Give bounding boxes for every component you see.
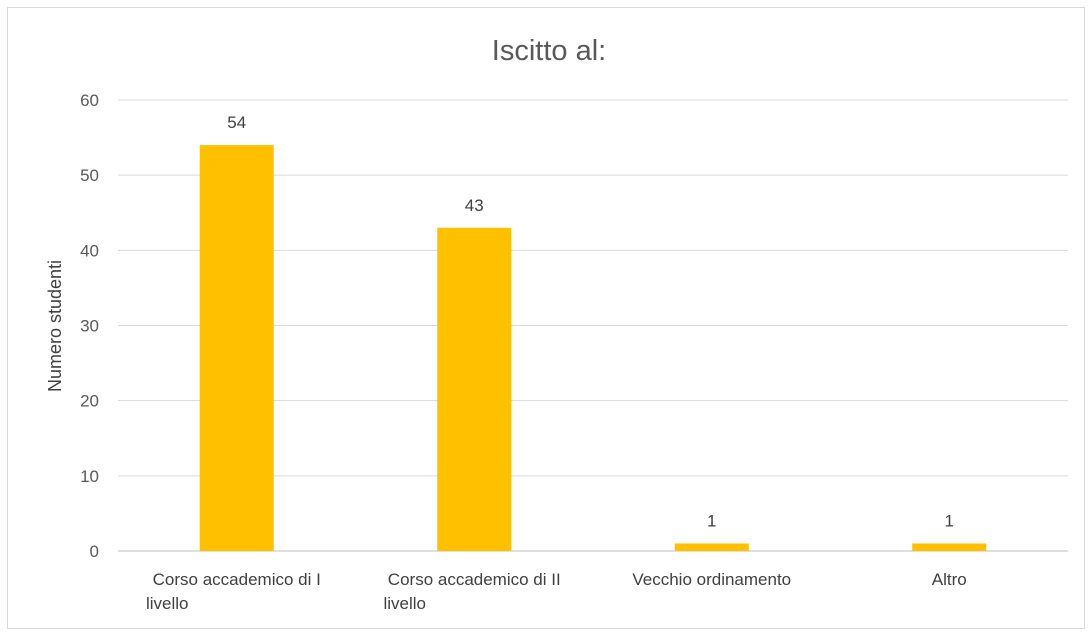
chart-frame [7,7,1085,629]
x-category-label: Corso accademico di II livello [384,570,561,613]
bars [199,145,987,552]
y-tick-label: 0 [90,542,99,561]
y-tick-label: 60 [80,91,99,110]
y-tick-label: 10 [80,467,99,486]
bar [437,227,512,552]
y-axis-ticks: 0 10 20 30 40 50 60 [80,91,99,561]
x-category-label: Altro [932,570,967,589]
y-axis-label: Numero studenti [45,260,65,392]
data-label: 1 [945,511,954,530]
bar [199,145,274,551]
y-tick-label: 50 [80,166,99,185]
y-tick-label: 30 [80,317,99,336]
data-label: 1 [707,511,716,530]
bar [674,543,749,551]
data-labels: 54 43 1 1 [227,113,954,530]
bar [912,543,987,551]
gridlines [118,99,1068,552]
x-category-label: Vecchio ordinamento [632,570,791,589]
data-label: 43 [465,196,484,215]
chart-title: Iscitto al: [492,35,606,67]
y-tick-label: 20 [80,392,99,411]
data-label: 54 [227,113,246,132]
y-tick-label: 40 [80,241,99,260]
